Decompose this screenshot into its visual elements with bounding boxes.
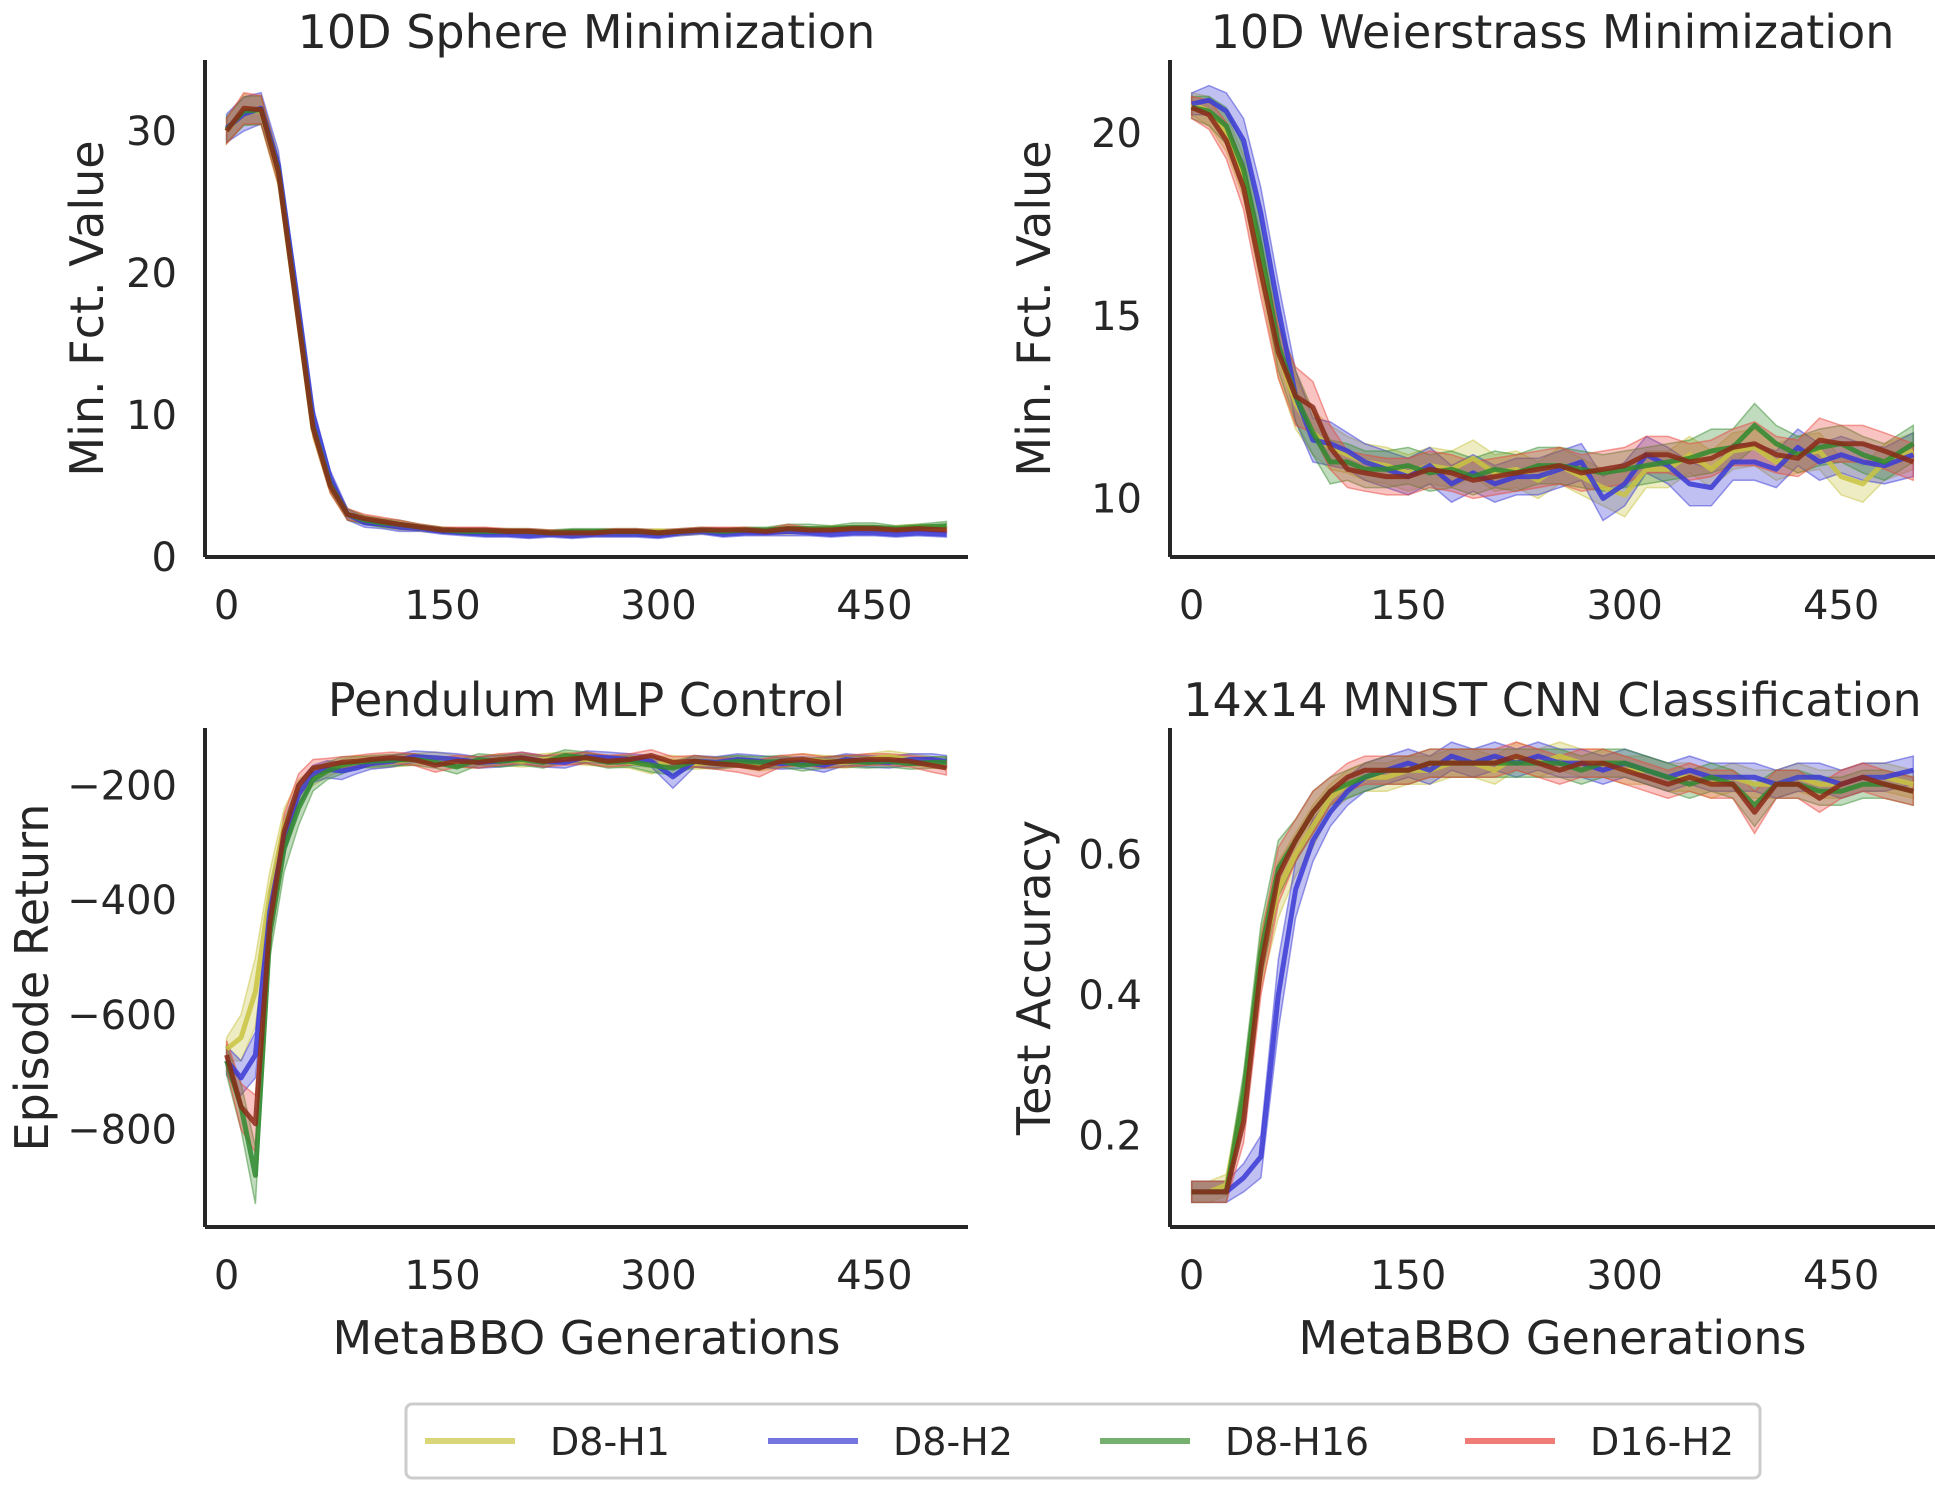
- band-d8-h2: [225, 91, 948, 540]
- x-tick-label: 0: [1179, 583, 1204, 629]
- series-line-d16-h2: [224, 105, 947, 536]
- y-axis-label: Min. Fct. Value: [60, 140, 114, 476]
- legend: D8-H1 D8-H2 D8-H16 D16-H2: [404, 1402, 1762, 1480]
- x-tick-label: 0: [1179, 1253, 1204, 1299]
- chart-title: Pendulum MLP Control: [328, 673, 845, 727]
- y-tick-label: 10: [1091, 477, 1142, 523]
- legend-frame: [404, 1402, 1762, 1480]
- y-tick-label: 10: [126, 393, 177, 439]
- y-tick-label: −800: [67, 1107, 177, 1153]
- x-tick-label: 150: [1370, 583, 1446, 629]
- y-tick-label: 0.2: [1078, 1114, 1142, 1160]
- legend-label: D8-H2: [893, 1420, 1013, 1464]
- x-tick-label: 0: [214, 583, 239, 629]
- panel-3: 0 150 300 450 −800 −600 −400 −200 Pendulum MLP C…: [5, 673, 968, 1365]
- legend-item-d16-h2: D16-H2: [1465, 1420, 1734, 1464]
- legend-item-d8-h16: D8-H16: [1100, 1420, 1369, 1464]
- x-tick-label: 300: [1586, 583, 1662, 629]
- legend-label: D8-H16: [1225, 1420, 1369, 1464]
- y-tick-label: 0: [152, 535, 177, 581]
- y-tick-label: 20: [1091, 111, 1142, 157]
- band-d16-h2: [225, 91, 948, 537]
- legend-label: D16-H2: [1590, 1420, 1734, 1464]
- series-line-d8-h2: [224, 754, 947, 1081]
- series-line-d8-h1: [224, 107, 947, 537]
- band-d8-h16: [225, 94, 948, 537]
- series-line-d8-h1: [225, 754, 947, 1052]
- y-tick-label: 0.6: [1078, 833, 1142, 879]
- legend-label: D8-H1: [550, 1420, 670, 1464]
- series-line-d16-h2: [1191, 753, 1914, 1195]
- x-axis-label: MetaBBO Generations: [333, 1311, 841, 1365]
- panel-2: 0 150 300 450 10 15 20 10D Weierstrass Minimiza…: [1007, 5, 1935, 629]
- series-line-d16-h2: [224, 753, 947, 1127]
- y-tick-label: 30: [126, 109, 177, 155]
- band-d8-h16: [225, 749, 948, 1205]
- x-tick-label: 150: [404, 1253, 480, 1299]
- chart-title: 10D Sphere Minimization: [298, 5, 876, 59]
- x-tick-label: 150: [1370, 1253, 1446, 1299]
- x-tick-label: 150: [404, 583, 480, 629]
- legend-item-d8-h2: D8-H2: [768, 1420, 1013, 1464]
- x-tick-label: 450: [1803, 583, 1879, 629]
- y-tick-label: −600: [67, 993, 177, 1039]
- x-tick-label: 0: [214, 1253, 239, 1299]
- x-tick-label: 450: [836, 1253, 912, 1299]
- band-d8-h1: [225, 750, 948, 1062]
- band-d16-h2: [1190, 95, 1915, 500]
- x-tick-label: 450: [836, 583, 912, 629]
- series-line-d8-h16: [224, 107, 947, 536]
- y-axis-label: Min. Fct. Value: [1007, 140, 1061, 476]
- series-line-d8-h2: [225, 105, 947, 539]
- y-axis-label: Test Accuracy: [1007, 820, 1061, 1136]
- band-d8-h2: [225, 750, 948, 1097]
- y-tick-label: 20: [126, 251, 177, 297]
- x-tick-label: 300: [620, 1253, 696, 1299]
- y-tick-label: 15: [1091, 294, 1142, 340]
- x-tick-label: 300: [1586, 1253, 1662, 1299]
- y-tick-label: 0.4: [1078, 973, 1142, 1019]
- panel-4: 0 150 300 450 0.2 0.4 0.6 14x14 MNIST CNN Class…: [1007, 673, 1935, 1365]
- x-tick-label: 300: [620, 583, 696, 629]
- band-d16-h2: [225, 749, 948, 1155]
- series-line-d8-h16: [224, 753, 947, 1178]
- chart-title: 14x14 MNIST CNN Classification: [1183, 673, 1921, 727]
- panel-1: 0 150 300 450 0 10 20 30 10D Sphere Minimization…: [60, 5, 968, 629]
- band-d8-h1: [225, 93, 948, 538]
- legend-item-d8-h1: D8-H1: [425, 1420, 670, 1464]
- series-line-d16-h2: [1190, 105, 1915, 483]
- y-axis-label: Episode Return: [5, 804, 59, 1152]
- x-axis-label: MetaBBO Generations: [1299, 1311, 1807, 1365]
- y-tick-label: −200: [67, 763, 177, 809]
- y-tick-label: −400: [67, 878, 177, 924]
- x-tick-label: 450: [1803, 1253, 1879, 1299]
- band-d16-h2: [1190, 741, 1915, 1204]
- chart-title: 10D Weierstrass Minimization: [1211, 5, 1895, 59]
